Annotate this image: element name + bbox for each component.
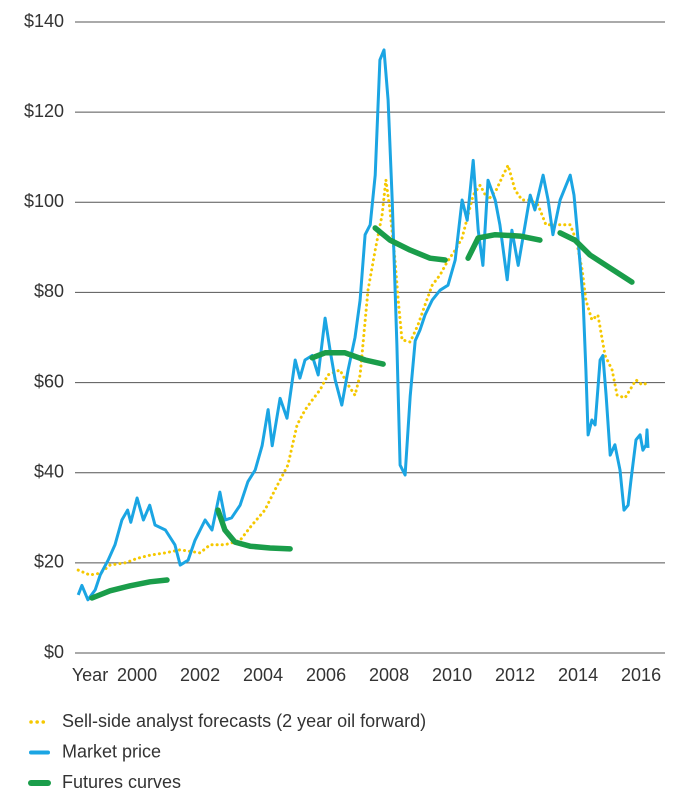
series-line xyxy=(89,225,635,601)
series-line xyxy=(76,48,650,602)
x-tick-label: 2008 xyxy=(369,665,409,685)
x-tick-label: 2004 xyxy=(243,665,283,685)
x-tick-label: 2006 xyxy=(306,665,346,685)
x-tick-label: 2010 xyxy=(432,665,472,685)
y-tick-label: $120 xyxy=(24,101,64,121)
y-tick-label: $20 xyxy=(34,552,64,572)
series-line xyxy=(76,161,650,577)
legend-label: Market price xyxy=(62,741,161,761)
x-tick-label: 2002 xyxy=(180,665,220,685)
y-tick-label: $140 xyxy=(24,11,64,31)
legend-label: Sell-side analyst forecasts (2 year oil … xyxy=(62,711,426,731)
y-tick-label: $80 xyxy=(34,281,64,301)
y-tick-label: $100 xyxy=(24,191,64,211)
x-tick-label: 2016 xyxy=(621,665,661,685)
y-tick-label: $60 xyxy=(34,371,64,391)
y-tick-label: $40 xyxy=(34,461,64,481)
x-axis-label: Year xyxy=(72,665,108,685)
x-tick-label: 2000 xyxy=(117,665,157,685)
x-tick-label: 2014 xyxy=(558,665,598,685)
legend-label: Futures curves xyxy=(62,772,181,792)
y-tick-label: $0 xyxy=(44,642,64,662)
x-tick-label: 2012 xyxy=(495,665,535,685)
